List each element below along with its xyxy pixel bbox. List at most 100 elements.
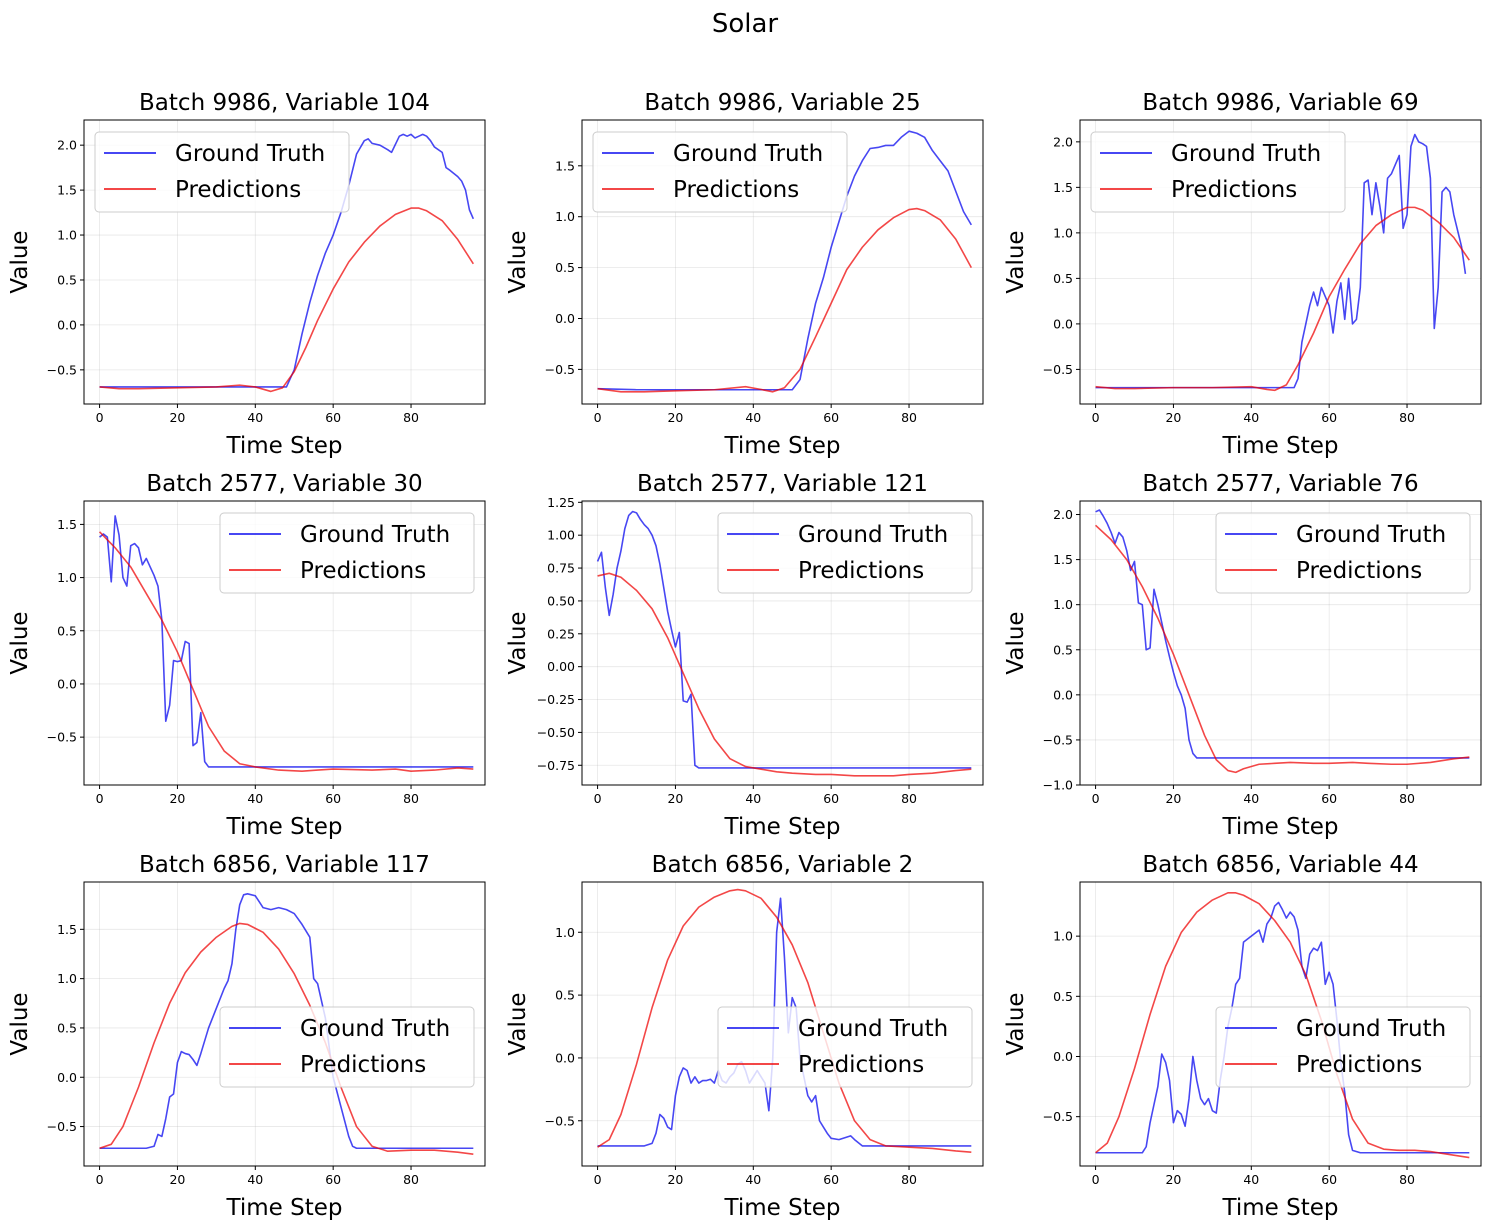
- y-tick-label: 1.5: [1053, 180, 1073, 195]
- y-tick-label: 0.50: [547, 593, 575, 608]
- legend: Ground Truth Predictions: [94, 131, 350, 213]
- legend-label: Ground Truth: [300, 522, 450, 548]
- legend-box: [1215, 512, 1471, 594]
- x-tick-label: 20: [1165, 791, 1181, 806]
- legend-label: Predictions: [1171, 177, 1297, 203]
- x-tick-label: 20: [1165, 410, 1181, 425]
- y-tick-label: 0.5: [1053, 271, 1073, 286]
- legend-label: Predictions: [1296, 1052, 1422, 1078]
- x-tick-label: 40: [247, 1172, 263, 1187]
- series-line-predictions: [99, 207, 474, 393]
- x-tick-label: 20: [667, 791, 683, 806]
- subplot-title: Batch 6856, Variable 2: [652, 852, 914, 878]
- y-tick-label: 1.0: [1053, 929, 1073, 944]
- y-tick-label: −1.0: [1043, 778, 1073, 793]
- y-tick-label: 0.5: [57, 1020, 77, 1035]
- x-axis-label: Time Step: [226, 1195, 343, 1221]
- legend: Ground Truth Predictions: [717, 1006, 973, 1088]
- x-axis-label: Time Step: [724, 814, 841, 840]
- y-axis-label: Value: [7, 230, 33, 293]
- x-tick-label: 20: [169, 1172, 185, 1187]
- y-tick-label: 0.0: [555, 1050, 575, 1065]
- y-axis-label: Value: [7, 611, 33, 674]
- y-tick-label: 1.0: [57, 570, 77, 585]
- x-tick-label: 80: [1399, 410, 1415, 425]
- x-tick-label: 80: [1399, 791, 1415, 806]
- legend-box: [1215, 1006, 1471, 1088]
- series-line-predictions: [597, 572, 972, 777]
- legend-box: [1090, 131, 1346, 213]
- legend-box: [592, 131, 848, 213]
- plot-frame: [1079, 119, 1482, 405]
- y-tick-label: −0.5: [1043, 1109, 1073, 1124]
- x-tick-label: 0: [1092, 410, 1100, 425]
- x-tick-label: 20: [1165, 1172, 1181, 1187]
- x-tick-label: 80: [403, 1172, 419, 1187]
- subplot-title: Batch 6856, Variable 44: [1142, 852, 1418, 878]
- x-tick-label: 60: [1321, 1172, 1337, 1187]
- x-tick-label: 60: [325, 1172, 341, 1187]
- subplot-title: Batch 9986, Variable 104: [139, 90, 430, 116]
- x-tick-label: 60: [325, 410, 341, 425]
- subplot-title: Batch 6856, Variable 117: [139, 852, 430, 878]
- x-tick-label: 0: [1092, 1172, 1100, 1187]
- y-tick-label: 0.75: [547, 561, 575, 576]
- y-tick-label: 0.5: [57, 623, 77, 638]
- y-axis-label: Value: [505, 611, 531, 674]
- x-tick-label: 80: [901, 791, 917, 806]
- x-tick-label: 40: [1243, 1172, 1259, 1187]
- series-line-predictions: [98, 531, 474, 772]
- y-tick-label: −0.5: [1043, 732, 1073, 747]
- y-tick-label: −0.5: [545, 1113, 575, 1128]
- y-tick-label: 0.0: [1053, 687, 1073, 702]
- subplot-3: 0 20 40 60 80 −0.5 0.0 0.5 1.0 1.5 2.0 Batch 9986, …: [1003, 90, 1482, 459]
- y-tick-label: −0.5: [47, 362, 77, 377]
- legend: Ground Truth Predictions: [1090, 131, 1346, 213]
- y-tick-label: 0.5: [555, 988, 575, 1003]
- x-tick-label: 20: [169, 410, 185, 425]
- plot-frame: [83, 881, 486, 1167]
- x-axis-label: Time Step: [724, 1195, 841, 1221]
- y-axis-label: Value: [1003, 992, 1029, 1055]
- x-tick-label: 20: [169, 791, 185, 806]
- y-tick-label: −0.5: [47, 730, 77, 745]
- series-line-ground-truth: [596, 510, 972, 769]
- legend-box: [219, 512, 475, 594]
- subplot-5: 0 20 40 60 80 −0.75 −0.50 −0.25 0.00 0.25 0.50 0.75…: [505, 471, 984, 840]
- y-tick-label: 0.25: [547, 626, 575, 641]
- y-axis-label: Value: [505, 992, 531, 1055]
- subplot-4: 0 20 40 60 80 −0.5 0.0 0.5 1.0 1.5 Batch 2577, Var…: [7, 471, 486, 840]
- y-axis-label: Value: [1003, 230, 1029, 293]
- legend-label: Predictions: [300, 558, 426, 584]
- plot-frame: [83, 500, 486, 786]
- series-line-ground-truth: [99, 133, 475, 388]
- series-line-predictions: [1095, 206, 1470, 392]
- y-tick-label: −0.5: [1043, 362, 1073, 377]
- legend-label: Ground Truth: [798, 1016, 948, 1042]
- y-tick-label: 1.0: [1053, 597, 1073, 612]
- x-tick-label: 40: [247, 410, 263, 425]
- y-tick-label: 1.0: [57, 228, 77, 243]
- x-tick-label: 60: [325, 791, 341, 806]
- y-tick-label: −0.75: [537, 758, 575, 773]
- y-tick-label: 0.00: [547, 659, 575, 674]
- y-tick-label: 1.5: [57, 517, 77, 532]
- figure-title: Solar: [712, 9, 779, 39]
- plot-frame: [1079, 881, 1482, 1167]
- y-tick-label: −0.50: [537, 725, 575, 740]
- y-tick-label: 1.25: [547, 495, 575, 510]
- legend-box: [219, 1006, 475, 1088]
- legend-label: Predictions: [175, 177, 301, 203]
- y-tick-label: −0.25: [537, 692, 575, 707]
- y-tick-label: 0.0: [555, 311, 575, 326]
- x-tick-label: 20: [667, 1172, 683, 1187]
- y-tick-label: 0.5: [555, 260, 575, 275]
- y-tick-label: 1.5: [57, 183, 77, 198]
- x-tick-label: 80: [901, 1172, 917, 1187]
- series-line-predictions: [1095, 892, 1470, 1159]
- x-tick-label: 80: [901, 410, 917, 425]
- subplot-title: Batch 2577, Variable 76: [1142, 471, 1418, 497]
- x-tick-label: 40: [745, 1172, 761, 1187]
- y-tick-label: 1.5: [1053, 552, 1073, 567]
- x-tick-label: 80: [1399, 1172, 1415, 1187]
